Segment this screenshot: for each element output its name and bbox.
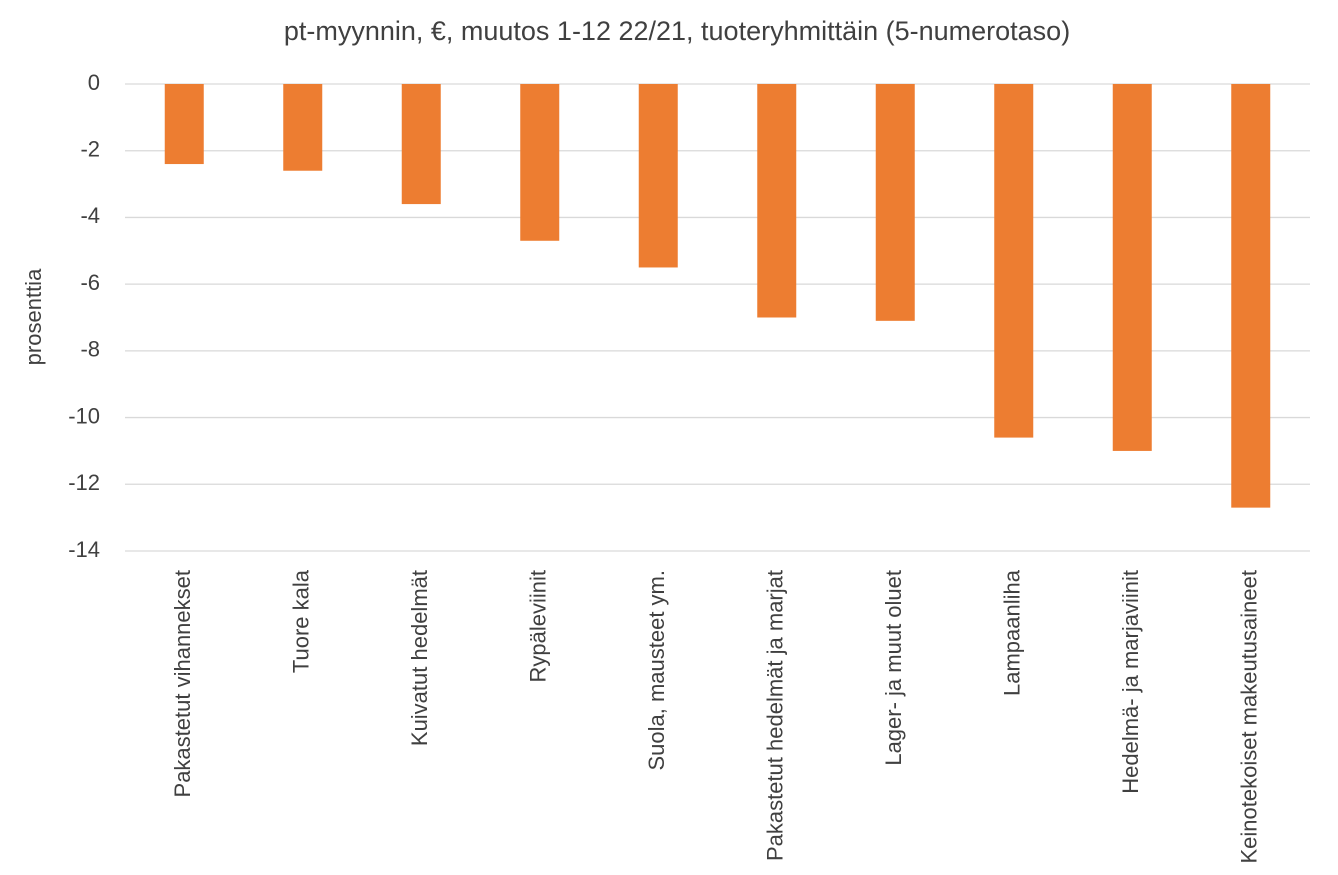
x-tick-label: Hedelmä- ja marjaviinit (1118, 570, 1143, 794)
x-tick-label: Pakastetut vihannekset (170, 570, 195, 797)
y-tick-label: -10 (68, 403, 100, 428)
bar (875, 84, 915, 321)
y-tick-label: -14 (68, 537, 100, 562)
bar (757, 84, 797, 318)
y-tick-label: -6 (80, 270, 100, 295)
x-tick-label: Kuivatut hedelmät (407, 570, 432, 746)
y-tick-label: -8 (80, 337, 100, 362)
x-tick-label: Lager- ja muut oluet (881, 570, 906, 766)
x-tick-label: Tuore kala (289, 569, 314, 673)
bar (283, 84, 323, 171)
x-tick-label: Pakastetut hedelmät ja marjat (763, 570, 788, 861)
bar (638, 84, 678, 268)
x-tick-label: Suola, mausteet ym. (644, 570, 669, 771)
chart-title: pt-myynnin, €, muutos 1-12 22/21, tuoter… (284, 16, 1070, 46)
y-tick-label: -2 (80, 137, 100, 162)
y-tick-label: -4 (80, 203, 100, 228)
x-tick-label: Keinotekoiset makeutusaineet (1237, 570, 1262, 864)
bar (401, 84, 441, 205)
y-tick-label: 0 (88, 70, 100, 95)
bar (994, 84, 1034, 438)
bar (520, 84, 560, 241)
x-tick-label: Rypäleviinit (526, 570, 551, 683)
y-axis-label: prosenttia (21, 268, 46, 365)
x-tick-label: Lampaanliha (1000, 569, 1025, 696)
bar (1112, 84, 1152, 451)
bar (1231, 84, 1271, 508)
y-tick-label: -12 (68, 470, 100, 495)
bar (164, 84, 204, 165)
